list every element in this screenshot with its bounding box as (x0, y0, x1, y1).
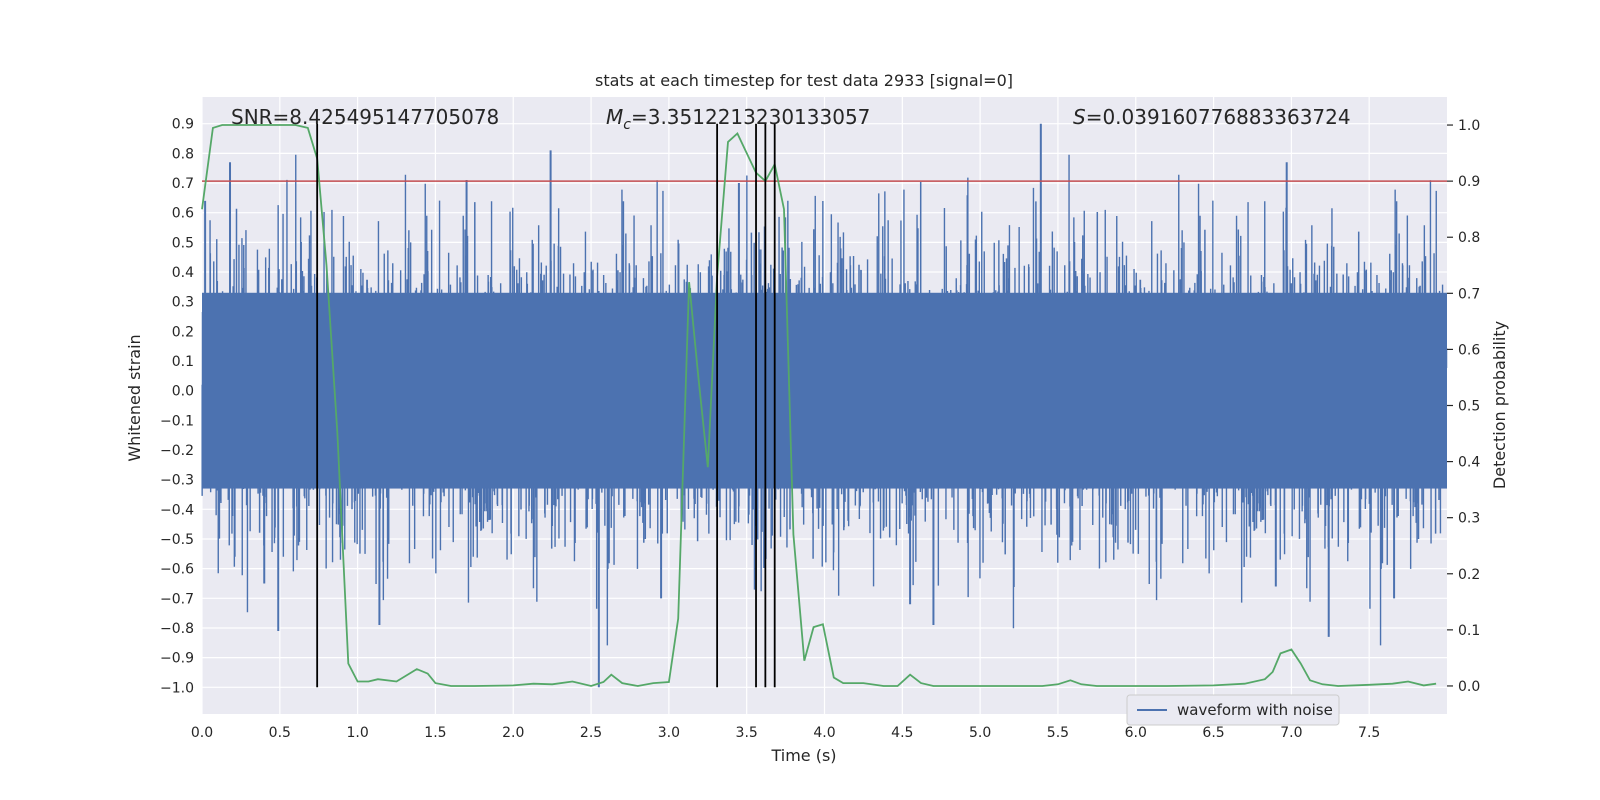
x-tick-label: 5.5 (1047, 725, 1069, 741)
x-tick-label: 6.5 (1202, 725, 1224, 741)
x-tick-label: 4.5 (891, 725, 913, 741)
x-tick-label: 2.0 (502, 725, 524, 741)
statistic-annotation: S=0.039160776883363724 (1073, 105, 1351, 129)
x-tick-label: 2.5 (580, 725, 602, 741)
y-left-tick-label: 0.9 (172, 117, 194, 133)
y-right-tick-label: 0.9 (1458, 174, 1480, 190)
y-right-tick-label: 0.2 (1458, 567, 1480, 583)
chirp-mass-annotation: Mc=3.3512213230133057 (606, 105, 870, 133)
x-tick-label: 4.0 (813, 725, 835, 741)
y-left-tick-label: 0.0 (172, 384, 194, 400)
y-left-tick-label: −0.7 (160, 591, 194, 607)
x-tick-label: 1.0 (346, 725, 368, 741)
y-right-tick-label: 1.0 (1458, 118, 1480, 134)
y-left-axis-ticks: −1.0 −0.9 −0.8 −0.7 −0.6 −0.5 −0.4 −0.3 −0.2 −0.1… (160, 117, 194, 697)
x-tick-label: 7.0 (1280, 725, 1302, 741)
y-right-tick-label: 0.0 (1458, 679, 1480, 695)
waveform-core (202, 292, 1447, 489)
x-tick-label: 0.5 (269, 725, 291, 741)
y-right-axis-label: Detection probability (1490, 321, 1509, 489)
y-left-tick-label: 0.2 (172, 324, 194, 340)
chart-title: stats at each timestep for test data 293… (595, 71, 1013, 90)
detection-lines (316, 123, 776, 688)
legend-box (1126, 694, 1340, 726)
y-left-tick-label: −0.5 (160, 532, 194, 548)
y-left-tick-label: 0.5 (172, 235, 194, 251)
y-left-tick-label: 0.7 (172, 176, 194, 192)
y-left-tick-label: −0.8 (160, 621, 194, 637)
x-axis-ticks: 0.0 0.5 1.0 1.5 2.0 2.5 3.0 3.5 4.0 4.5 5.0 5.5 6.0 6… (191, 725, 1380, 741)
y-right-tick-label: 0.1 (1458, 623, 1480, 639)
y-left-tick-label: −0.2 (160, 443, 194, 459)
x-tick-label: 7.5 (1358, 725, 1380, 741)
waveform-series (201, 123, 1448, 688)
y-left-tick-label: −0.3 (160, 473, 194, 489)
x-tick-label: 6.0 (1125, 725, 1147, 741)
y-left-axis-label: Whitened strain (125, 334, 144, 461)
y-left-tick-label: −0.1 (160, 413, 194, 429)
x-axis-label: Time (s) (770, 746, 836, 765)
y-right-axis-ticks: 0.0 0.1 0.2 0.3 0.4 0.5 0.6 0.7 0.8 0.9 1.0 (1447, 118, 1480, 695)
x-tick-label: 3.5 (736, 725, 758, 741)
y-left-tick-label: −0.9 (160, 651, 194, 667)
y-left-tick-label: 0.4 (172, 265, 194, 281)
x-tick-label: 3.0 (658, 725, 680, 741)
y-left-tick-label: 0.8 (172, 146, 194, 162)
y-left-tick-label: −0.4 (160, 502, 194, 518)
y-right-tick-label: 0.7 (1458, 286, 1480, 302)
legend: waveform with noise (1126, 694, 1340, 726)
x-tick-label: 1.5 (424, 725, 446, 741)
y-left-tick-label: −0.6 (160, 562, 194, 578)
y-right-tick-label: 0.8 (1458, 230, 1480, 246)
y-right-tick-label: 0.6 (1458, 342, 1480, 358)
y-left-tick-label: 0.3 (172, 295, 194, 311)
y-right-tick-label: 0.3 (1458, 511, 1480, 527)
y-right-tick-label: 0.5 (1458, 399, 1480, 415)
y-left-tick-label: −1.0 (160, 680, 194, 696)
x-tick-label: 0.0 (191, 725, 213, 741)
y-left-tick-label: 0.1 (172, 354, 194, 370)
legend-entry: waveform with noise (1177, 701, 1333, 719)
snr-annotation: SNR=8.425495147705078 (231, 105, 499, 129)
y-left-tick-label: 0.6 (172, 206, 194, 222)
x-tick-label: 5.0 (969, 725, 991, 741)
y-right-tick-label: 0.4 (1458, 455, 1480, 471)
